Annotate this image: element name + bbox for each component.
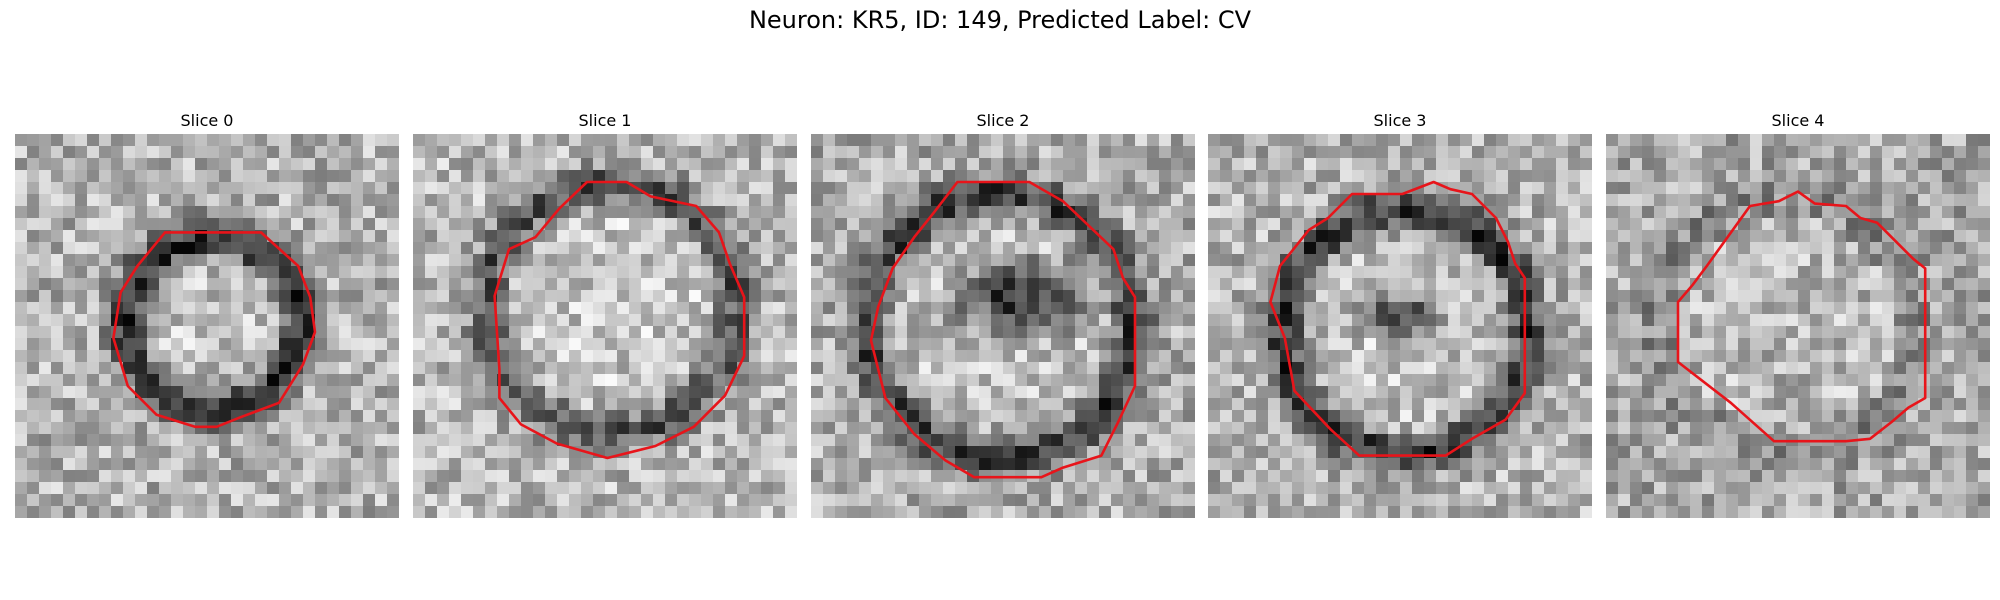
slice-panel-4: Slice 4 — [1606, 108, 1990, 518]
pixel-grid — [413, 134, 797, 518]
pixel-grid — [811, 134, 1195, 518]
segmentation-contour — [112, 231, 317, 429]
slice-title: Slice 4 — [1771, 111, 1825, 130]
slice-panel-0: Slice 0 — [15, 108, 399, 518]
slice-panel-1: Slice 1 — [413, 108, 797, 518]
slice-image-1 — [413, 134, 797, 518]
slice-image-2 — [811, 134, 1195, 518]
segmentation-contour — [869, 180, 1137, 479]
segmentation-contour — [493, 180, 746, 460]
pixel-grid — [1208, 134, 1592, 518]
slice-title: Slice 3 — [1373, 111, 1427, 130]
segmentation-contour — [1676, 190, 1927, 443]
slice-title: Slice 1 — [578, 111, 632, 130]
slice-panel-3: Slice 3 — [1208, 108, 1592, 518]
slice-image-3 — [1208, 134, 1592, 518]
pixel-grid — [1606, 134, 1990, 518]
slice-title: Slice 2 — [976, 111, 1030, 130]
slice-title: Slice 0 — [180, 111, 234, 130]
slice-image-0 — [15, 134, 399, 518]
figure-title: Neuron: KR5, ID: 149, Predicted Label: C… — [748, 6, 1252, 34]
slice-image-4 — [1606, 134, 1990, 518]
slice-panel-2: Slice 2 — [811, 108, 1195, 518]
pixel-grid — [15, 134, 399, 518]
segmentation-contour — [1269, 180, 1527, 457]
